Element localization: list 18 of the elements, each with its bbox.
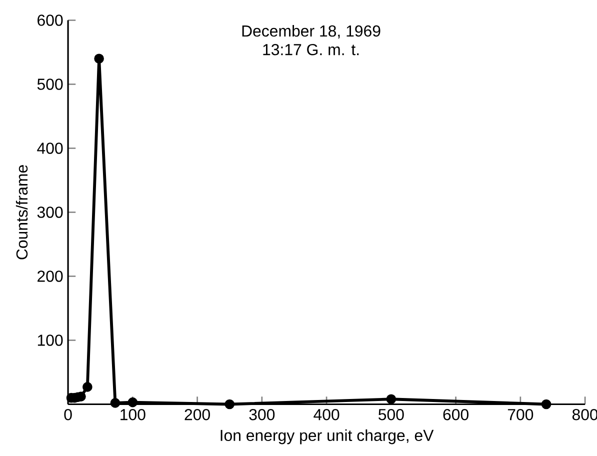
y-tick-label: 300 — [37, 206, 63, 218]
x-tick-label: 0 — [64, 408, 72, 420]
x-tick-label: 100 — [120, 408, 146, 420]
annotation: December 18, 1969 — [242, 24, 380, 39]
y-tick-label: 200 — [38, 270, 63, 282]
x-axis-title: Ion energy per unit charge, eV — [220, 429, 434, 444]
y-tick-label: 400 — [37, 142, 63, 154]
x-tick-label: 700 — [508, 408, 534, 420]
y-tick-label: 100 — [38, 334, 63, 346]
x-tick-label: 400 — [314, 408, 340, 420]
annotation: 13:17 G. m. t. — [263, 44, 359, 56]
x-tick-label: 600 — [443, 408, 468, 420]
y-tick-label: 600 — [38, 14, 63, 26]
y-tick-label: 500 — [37, 78, 63, 90]
x-tick-label: 200 — [184, 408, 210, 420]
x-tick-label: 300 — [249, 408, 275, 420]
x-tick-label: 500 — [378, 408, 404, 420]
y-axis-title: Counts/frame — [16, 165, 28, 260]
